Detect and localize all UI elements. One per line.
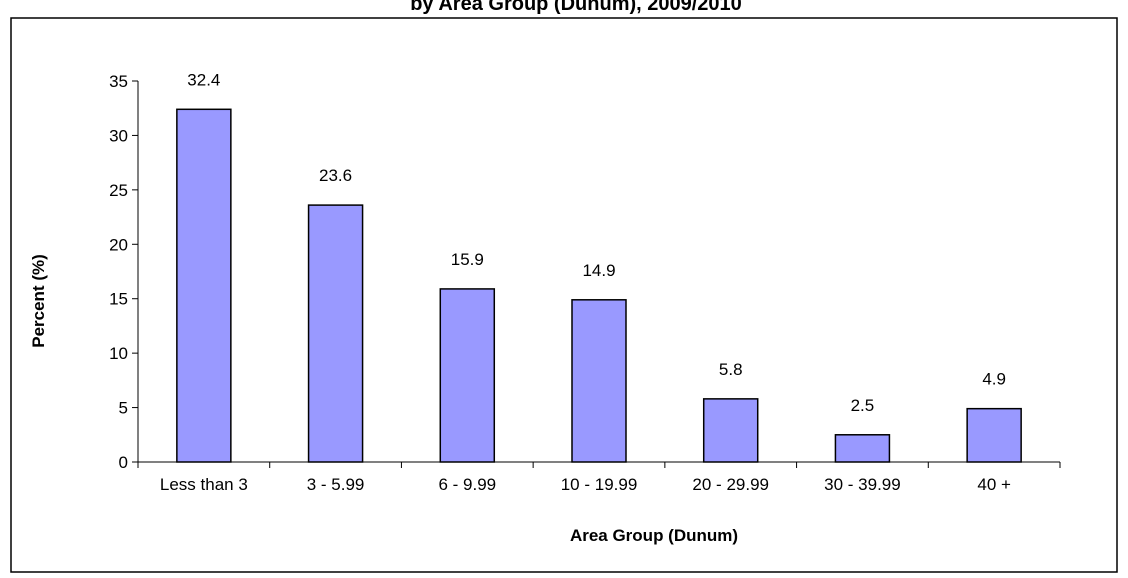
data-labels: 32.4 23.6 15.9 14.9 5.8 2.5 4.9 (187, 70, 1006, 414)
y-tick-label: 20 (109, 235, 128, 254)
bar (176, 108, 232, 463)
data-label: 4.9 (982, 370, 1006, 389)
bar (439, 288, 496, 463)
y-tick-label: 15 (109, 290, 128, 309)
x-tick-label: 40 + (977, 475, 1011, 494)
y-tick-label: 5 (119, 399, 128, 418)
bar (966, 407, 1022, 463)
data-label: 32.4 (187, 70, 220, 89)
bars (176, 108, 1022, 463)
x-tick-label: Less than 3 (160, 475, 248, 494)
data-label: 2.5 (851, 396, 875, 415)
x-tick-label: 30 - 39.99 (824, 475, 901, 494)
bar (307, 204, 364, 463)
x-tick-label: 20 - 29.99 (692, 475, 769, 494)
data-label: 5.8 (719, 360, 743, 379)
y-axis-title: Percent (%) (29, 254, 48, 348)
chart-title: by Area Group (Dunum), 2009/2010 (410, 0, 742, 15)
data-label: 14.9 (582, 261, 615, 280)
y-tick-label: 0 (119, 453, 128, 472)
x-axis-title: Area Group (Dunum) (570, 526, 738, 545)
y-axis: 0 5 10 15 20 25 30 35 (109, 72, 139, 472)
x-tick-label: 10 - 19.99 (561, 475, 638, 494)
x-tick-label: 3 - 5.99 (307, 475, 365, 494)
data-label: 23.6 (319, 166, 352, 185)
bar (571, 299, 627, 463)
y-tick-label: 25 (109, 181, 128, 200)
bar (702, 398, 759, 463)
y-tick-label: 35 (109, 72, 128, 91)
data-label: 15.9 (451, 250, 484, 269)
y-tick-label: 30 (109, 126, 128, 145)
x-tick-label: 6 - 9.99 (438, 475, 496, 494)
y-tick-label: 10 (109, 344, 128, 363)
bar (834, 434, 891, 463)
